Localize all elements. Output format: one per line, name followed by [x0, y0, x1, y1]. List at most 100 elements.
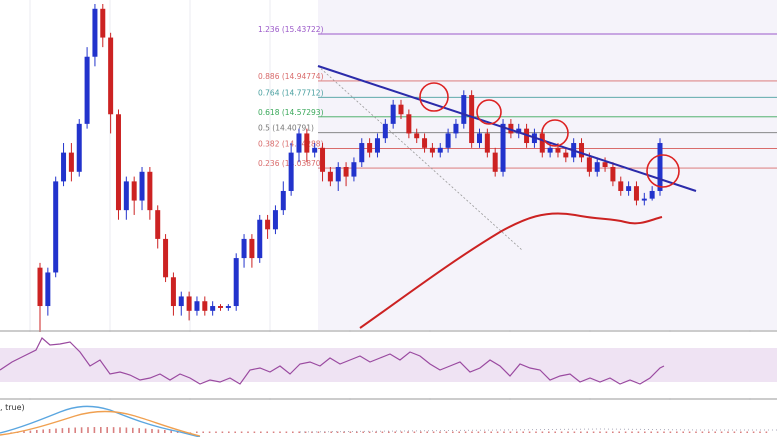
highlight-circle	[476, 99, 502, 125]
candle-body	[320, 147, 326, 172]
macd-histogram-bar	[490, 431, 492, 433]
macd-histogram-bar	[439, 431, 441, 433]
candle-body	[249, 238, 255, 259]
rsi-panel	[0, 332, 777, 398]
macd-histogram-bar	[701, 431, 704, 433]
candle-body	[45, 272, 51, 307]
macd-histogram-bar	[311, 431, 313, 433]
macd-histogram-bar	[36, 430, 38, 433]
macd-histogram-bar	[400, 431, 403, 433]
macd-histogram-bar	[100, 427, 102, 433]
macd-histogram-bar	[362, 431, 364, 433]
macd-histogram-bar	[752, 431, 755, 433]
candle-body	[641, 198, 647, 201]
macd-histogram-bar	[605, 431, 608, 433]
macd-histogram-bar	[234, 431, 236, 433]
candle-body	[218, 306, 224, 308]
macd-histogram-bar	[733, 431, 736, 433]
macd-histogram-bar	[720, 431, 723, 433]
candle-body	[312, 147, 318, 153]
macd-histogram-bar	[375, 431, 377, 433]
macd-histogram-bar	[573, 431, 576, 433]
candle-body	[170, 277, 176, 307]
rsi-line	[0, 337, 665, 385]
candle-body	[92, 8, 98, 57]
candle-body	[429, 147, 435, 153]
macd-histogram-bar	[426, 431, 428, 433]
macd-histogram-bar	[343, 431, 345, 433]
macd-histogram-bar	[23, 431, 25, 433]
candle-body	[147, 171, 153, 211]
candle-body	[547, 147, 553, 153]
macd-histogram-bar	[477, 431, 480, 433]
macd-histogram-bar	[650, 431, 652, 433]
candle-body	[123, 181, 129, 211]
fib-level-label: 0.886 (14.94774)	[258, 72, 324, 81]
macd-histogram-bar	[80, 427, 83, 433]
candle-body	[343, 167, 349, 177]
candle-body	[225, 306, 231, 308]
candle-body	[210, 306, 216, 311]
macd-histogram-bar	[714, 431, 716, 433]
macd-histogram-bar	[516, 431, 518, 433]
candle-body	[115, 114, 121, 211]
macd-histogram-bar	[138, 428, 140, 433]
macd-histogram-bar	[560, 431, 563, 433]
macd-histogram-bar	[42, 429, 44, 433]
macd-histogram-bar	[580, 431, 582, 433]
macd-histogram-bar	[196, 431, 198, 433]
macd-histogram-bar	[29, 430, 32, 433]
highlight-circle	[646, 154, 680, 188]
rsi-band	[0, 348, 777, 382]
candle-body	[657, 143, 663, 191]
fib-level-label: 0.618 (14.57293)	[258, 108, 324, 117]
candle-body	[68, 152, 74, 172]
candle-body	[265, 219, 271, 230]
candle-body	[53, 181, 59, 273]
macd-histogram-bar	[413, 431, 416, 433]
macd-histogram-bar	[253, 431, 256, 433]
moving-average-line	[359, 212, 663, 329]
macd-histogram-bar	[522, 431, 524, 433]
macd-histogram-bar	[247, 431, 249, 433]
candle-body	[186, 296, 192, 311]
macd-histogram-bar	[765, 431, 768, 433]
candle-body	[610, 167, 616, 182]
macd-histogram-bar	[266, 431, 268, 433]
macd-histogram-bar	[503, 431, 505, 433]
candle-body	[280, 190, 286, 211]
macd-histogram-bar	[112, 427, 115, 433]
macd-histogram-bar	[336, 431, 339, 433]
macd-histogram-bar	[388, 431, 390, 433]
candle-body	[579, 143, 585, 158]
macd-histogram-bar	[746, 431, 748, 433]
macd-histogram-bar	[554, 431, 556, 433]
candle-body	[257, 219, 263, 259]
candle-body	[304, 133, 310, 153]
fib-retracement-diagonal	[317, 65, 523, 251]
macd-params-label: , true)	[0, 403, 25, 412]
macd-histogram-bar	[125, 427, 128, 433]
macd-histogram-bar	[740, 431, 742, 433]
candle-body	[555, 147, 561, 153]
candle-body	[453, 123, 459, 134]
macd-histogram-bar	[164, 430, 166, 433]
macd-histogram-bar	[215, 431, 217, 433]
macd-histogram-bar	[228, 431, 230, 433]
candle-body	[233, 258, 239, 307]
macd-histogram-bar	[567, 431, 569, 433]
macd-histogram-bar	[496, 431, 499, 433]
macd-histogram-bar	[151, 428, 153, 433]
macd-histogram-bar	[669, 431, 672, 433]
macd-histogram-bar	[727, 431, 729, 433]
macd-panel: , true)	[0, 400, 777, 437]
candle-body	[155, 210, 161, 239]
fib-level-label: 0.764 (14.77712)	[258, 88, 324, 97]
macd-histogram-bar	[452, 431, 454, 433]
macd-histogram-bar	[298, 431, 300, 433]
macd-histogram-bar	[631, 431, 633, 433]
macd-histogram-bar	[87, 427, 89, 433]
candle-body	[335, 167, 341, 182]
candle-body	[563, 152, 569, 158]
bearish-trendline	[317, 65, 697, 192]
